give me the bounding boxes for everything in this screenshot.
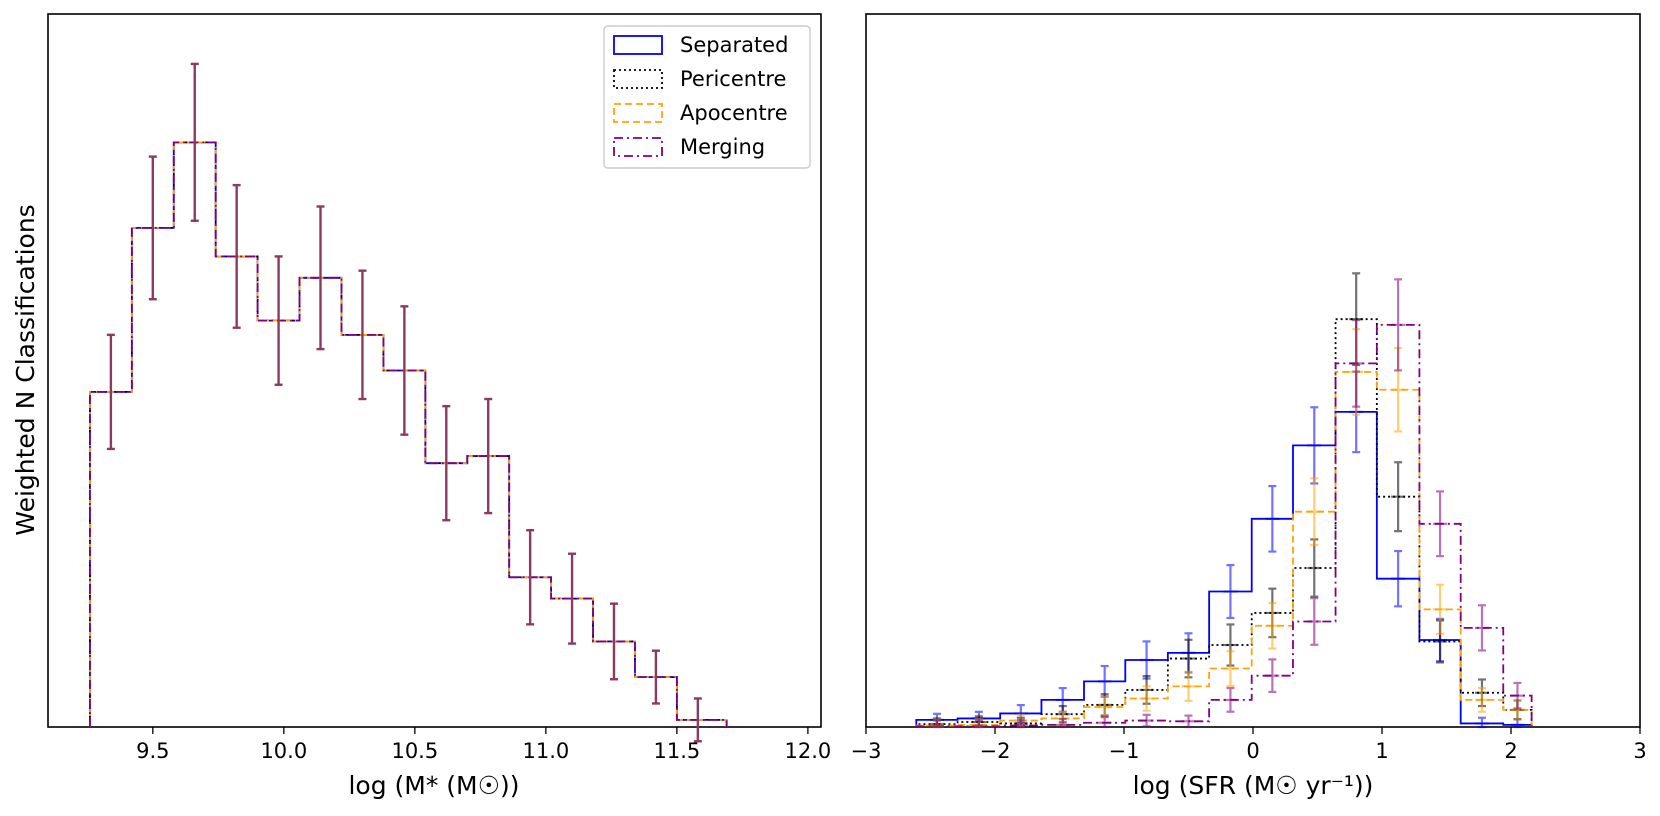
right-x-tick-label: 0 xyxy=(1246,739,1259,763)
left-x-tick-label: 9.5 xyxy=(136,739,169,763)
right-errorbar-apocentre xyxy=(1307,477,1322,547)
legend-box xyxy=(603,25,811,169)
right-errorbar-apocentre xyxy=(1181,670,1196,702)
legend-entry: Separated xyxy=(613,33,788,57)
right-panel: −3 −2 −1 0 1 2 3 log (SFR (M☉ yr⁻¹)) xyxy=(851,13,1647,800)
legend-label: Separated xyxy=(680,33,788,57)
legend-label: Apocentre xyxy=(680,101,788,125)
legend-swatch xyxy=(613,137,663,157)
left-errorbar xyxy=(693,697,702,743)
right-errorbar-separated xyxy=(1307,406,1322,485)
left-errorbar xyxy=(232,183,241,329)
left-panel: 9.5 10.0 10.5 11.0 11.5 12.0 log (M* (M☉)) We… xyxy=(11,13,831,800)
right-errorbar-separated xyxy=(1391,549,1406,608)
right-x-tick-label: −3 xyxy=(851,739,882,763)
right-errorbar-apocentre xyxy=(1265,601,1280,650)
legend-label: Pericentre xyxy=(680,67,786,91)
left-x-axis-label: log (M* (M☉)) xyxy=(348,771,519,800)
right-x-ticks: −3 −2 −1 0 1 2 3 xyxy=(851,727,1647,763)
left-errorbar xyxy=(316,205,325,351)
legend-entry: Merging xyxy=(613,135,765,159)
right-errorbar-merging xyxy=(1474,604,1489,652)
left-x-tick-label: 11.0 xyxy=(522,739,569,763)
right-errorbar-apocentre xyxy=(1139,685,1154,712)
right-hist-merging xyxy=(915,323,1533,728)
left-x-tick-label: 11.5 xyxy=(653,739,700,763)
right-errorbar-merging xyxy=(1097,715,1112,729)
left-errorbar xyxy=(190,62,199,222)
right-hist-separated xyxy=(915,410,1533,727)
legend-entries: Separated Pericentre Apocentre Merging xyxy=(613,33,788,159)
left-errorbar xyxy=(106,333,115,451)
right-errorbar-apocentre xyxy=(1433,583,1448,636)
legend-label: Merging xyxy=(680,135,765,159)
left-errorbar xyxy=(484,397,493,515)
right-errorbar-separated xyxy=(1097,664,1112,698)
left-errorbar xyxy=(651,649,660,705)
right-errorbar-merging xyxy=(1139,713,1154,728)
right-plot-frame xyxy=(865,13,1641,728)
left-errorbar xyxy=(148,155,157,301)
right-errorbar-pericentre xyxy=(1391,461,1406,533)
left-x-tick-label: 10.5 xyxy=(391,739,438,763)
left-y-axis-label: Weighted N Classifications xyxy=(11,204,40,535)
right-errorbar-merging xyxy=(1055,718,1070,729)
right-x-tick-label: −1 xyxy=(1109,739,1140,763)
legend-entry: Apocentre xyxy=(613,101,788,125)
legend-swatch xyxy=(613,35,663,55)
right-errorbar-separated xyxy=(1139,640,1154,680)
left-x-tick-label: 12.0 xyxy=(785,739,832,763)
left-marks xyxy=(89,62,728,743)
left-errorbar xyxy=(274,255,283,386)
legend-swatch xyxy=(613,103,663,123)
legend-entry: Pericentre xyxy=(613,67,786,91)
left-errorbar xyxy=(442,404,451,522)
right-errorbar-merging xyxy=(1013,718,1028,729)
right-errorbar-merging xyxy=(971,719,986,729)
right-errorbar-merging xyxy=(1349,318,1364,408)
right-errorbar-separated xyxy=(1265,484,1280,553)
right-errorbar-merging xyxy=(1223,686,1238,713)
legend: Separated Pericentre Apocentre Merging xyxy=(603,25,811,169)
right-x-axis-label: log (SFR (M☉ yr⁻¹)) xyxy=(1133,771,1374,800)
right-x-tick-label: 3 xyxy=(1633,739,1646,763)
right-errorbar-merging xyxy=(929,719,944,729)
right-hist-pericentre xyxy=(915,318,1533,727)
right-errorbar-apocentre xyxy=(1474,686,1489,713)
left-errorbar xyxy=(400,305,409,436)
left-errorbar xyxy=(568,552,577,645)
right-errorbar-merging xyxy=(1265,658,1280,694)
right-x-tick-label: 2 xyxy=(1504,739,1517,763)
right-errorbar-separated xyxy=(1223,564,1238,620)
left-errorbar xyxy=(358,269,367,401)
left-errorbar xyxy=(526,529,535,626)
left-errorbar xyxy=(609,602,618,681)
right-errorbar-pericentre xyxy=(1307,538,1322,598)
right-errorbar-apocentre xyxy=(1097,695,1112,719)
left-x-tick-label: 10.0 xyxy=(260,739,307,763)
right-errorbar-separated xyxy=(1474,716,1489,729)
right-errorbar-merging xyxy=(1510,681,1525,710)
right-errorbar-apocentre xyxy=(1223,650,1238,687)
right-errorbar-merging xyxy=(1433,490,1448,558)
right-errorbar-merging xyxy=(1181,714,1196,729)
right-errorbar-merging xyxy=(1391,278,1406,372)
legend-swatch xyxy=(613,69,663,89)
right-marks xyxy=(915,272,1533,729)
left-plot-frame xyxy=(47,13,822,728)
right-x-tick-label: 1 xyxy=(1375,739,1388,763)
left-x-ticks: 9.5 10.0 10.5 11.0 11.5 12.0 xyxy=(136,727,831,763)
right-errorbar-merging xyxy=(1307,597,1322,646)
right-x-tick-label: −2 xyxy=(980,739,1011,763)
